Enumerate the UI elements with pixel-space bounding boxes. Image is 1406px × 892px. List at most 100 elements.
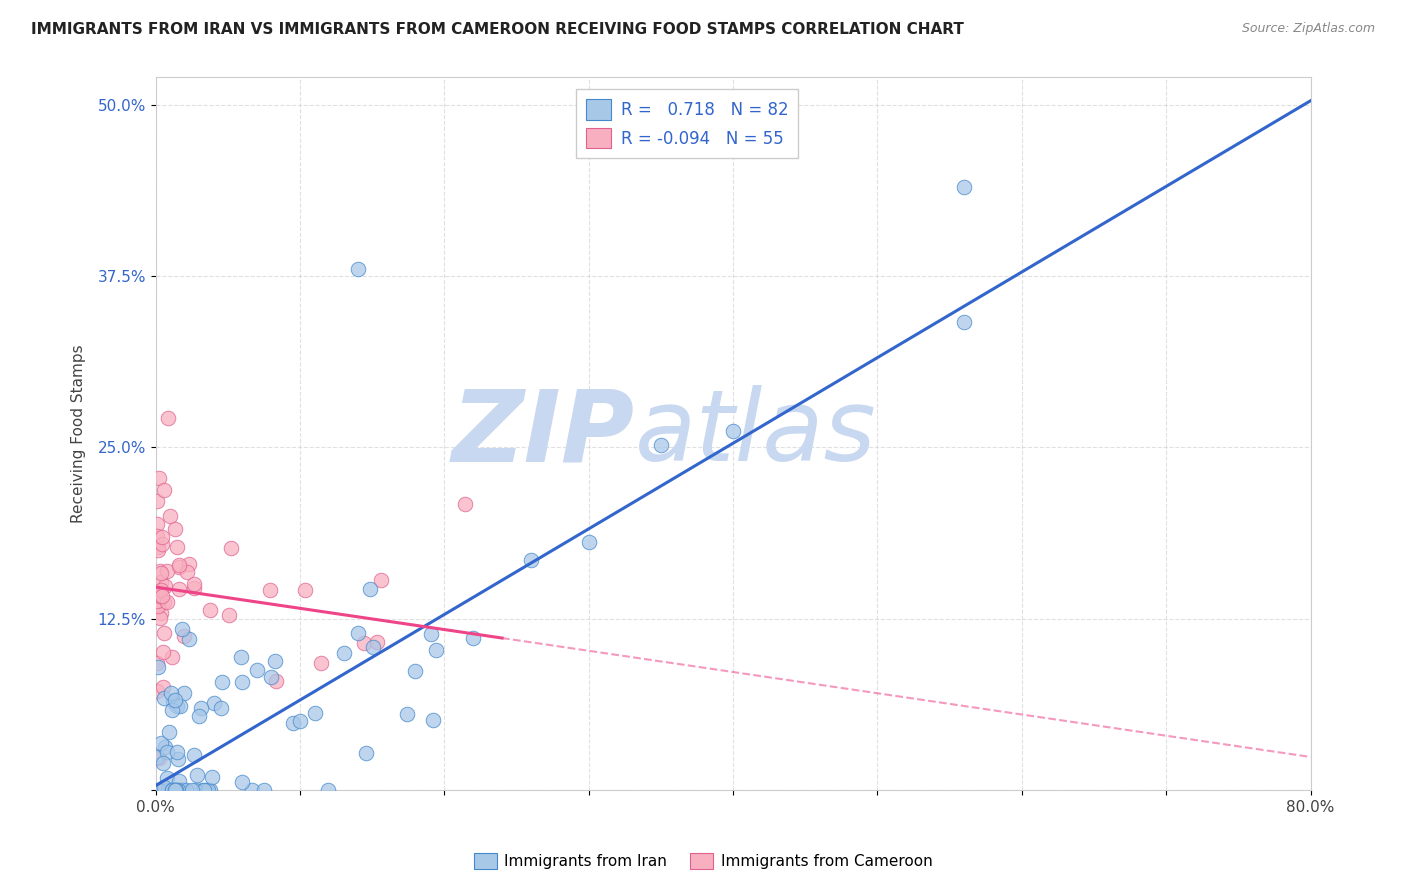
Point: [193, 782, 215, 797]
Point: [150, 589, 173, 603]
Point: [578, 535, 600, 549]
Point: [190, 701, 212, 715]
Point: [294, 583, 316, 598]
Point: [167, 558, 190, 572]
Point: [463, 631, 485, 645]
Point: [953, 180, 976, 194]
Point: [153, 780, 176, 794]
Point: [186, 767, 208, 781]
Point: [149, 606, 172, 620]
Point: [160, 686, 183, 700]
Point: [162, 693, 184, 707]
Point: [288, 714, 311, 728]
Point: [153, 740, 176, 755]
Point: [180, 782, 202, 797]
Point: [174, 782, 197, 797]
Text: atlas: atlas: [636, 385, 876, 483]
Point: [191, 782, 214, 797]
Point: [162, 782, 184, 797]
Point: [148, 751, 170, 765]
Point: [231, 675, 253, 690]
Point: [316, 782, 339, 797]
Point: [149, 611, 172, 625]
Text: ZIP: ZIP: [451, 385, 636, 483]
Point: [163, 782, 186, 797]
Point: [149, 589, 172, 603]
Point: [153, 595, 176, 609]
Text: Source: ZipAtlas.com: Source: ZipAtlas.com: [1241, 22, 1375, 36]
Point: [721, 424, 744, 438]
Point: [146, 660, 169, 674]
Point: [333, 646, 356, 660]
Point: [157, 411, 180, 425]
Point: [162, 782, 184, 797]
Point: [260, 670, 283, 684]
Point: [200, 782, 222, 797]
Point: [146, 683, 169, 698]
Point: [353, 636, 375, 650]
Point: [146, 529, 169, 543]
Point: [304, 706, 326, 720]
Point: [419, 627, 441, 641]
Text: IMMIGRANTS FROM IRAN VS IMMIGRANTS FROM CAMEROON RECEIVING FOOD STAMPS CORRELATI: IMMIGRANTS FROM IRAN VS IMMIGRANTS FROM …: [31, 22, 963, 37]
Point: [240, 782, 263, 797]
Point: [177, 558, 200, 572]
Point: [149, 575, 172, 590]
Point: [156, 565, 179, 579]
Point: [253, 782, 276, 797]
Point: [150, 566, 173, 581]
Point: [150, 537, 173, 551]
Point: [148, 782, 170, 797]
Point: [148, 471, 170, 485]
Point: [153, 579, 176, 593]
Point: [166, 698, 188, 713]
Point: [245, 663, 267, 677]
Point: [211, 675, 233, 690]
Point: [953, 315, 976, 329]
Point: [202, 696, 225, 710]
Point: [259, 583, 281, 598]
Point: [173, 782, 195, 797]
Point: [152, 681, 174, 695]
Point: [146, 543, 169, 558]
Point: [160, 703, 183, 717]
Point: [148, 584, 170, 599]
Point: [454, 497, 477, 511]
Point: [356, 746, 378, 760]
Point: [200, 602, 222, 616]
Point: [177, 632, 200, 646]
Point: [153, 483, 176, 498]
Point: [218, 607, 240, 622]
Point: [146, 517, 169, 532]
Point: [311, 656, 333, 670]
Point: [167, 773, 190, 788]
Point: [163, 782, 186, 797]
Point: [169, 782, 191, 797]
Point: [165, 693, 187, 707]
Point: [149, 583, 172, 598]
Point: [404, 664, 426, 678]
Point: [231, 775, 253, 789]
Point: [146, 594, 169, 608]
Point: [173, 629, 195, 643]
Point: [366, 635, 388, 649]
Point: [146, 599, 169, 614]
Point: [159, 509, 181, 524]
Point: [183, 576, 205, 591]
Point: [283, 715, 305, 730]
Point: [183, 581, 205, 595]
Point: [148, 588, 170, 602]
Point: [176, 565, 198, 579]
Point: [172, 782, 194, 797]
Point: [156, 782, 179, 797]
Point: [160, 649, 183, 664]
Point: [425, 643, 447, 657]
Point: [170, 782, 193, 797]
Point: [165, 782, 187, 797]
Point: [396, 707, 419, 722]
Point: [152, 756, 174, 770]
Point: [149, 564, 172, 578]
Y-axis label: Receiving Food Stamps: Receiving Food Stamps: [72, 344, 86, 523]
Point: [169, 698, 191, 713]
Point: [153, 626, 176, 640]
